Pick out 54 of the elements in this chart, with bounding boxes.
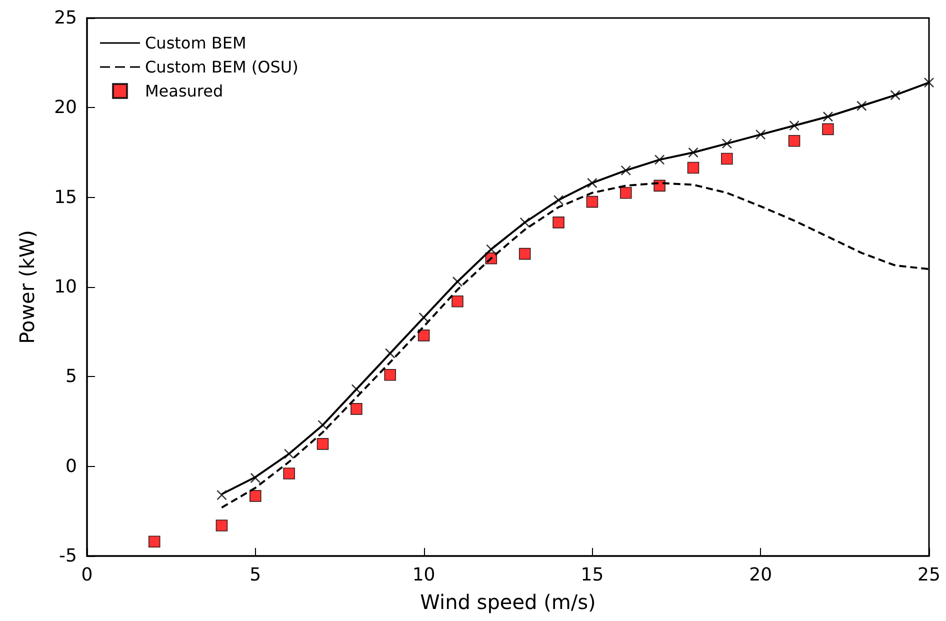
- point: [283, 468, 295, 480]
- point: [216, 520, 228, 532]
- point: [822, 123, 834, 136]
- point: [518, 248, 531, 260]
- point: [788, 134, 800, 147]
- point: [620, 186, 632, 199]
- point: [620, 165, 632, 176]
- point: [384, 348, 396, 359]
- point: [216, 490, 227, 500]
- y-tick-label: 15: [54, 186, 77, 208]
- y-tick-label: 10: [54, 276, 77, 298]
- point: [688, 147, 698, 158]
- x-tick-label: 5: [250, 564, 262, 586]
- point: [789, 120, 800, 131]
- x-tick-label: 25: [918, 564, 940, 586]
- legend-label: Custom BEM (OSU): [145, 58, 298, 76]
- point: [587, 178, 598, 188]
- point: [250, 472, 261, 484]
- point: [418, 312, 429, 323]
- point: [553, 194, 564, 206]
- point: [687, 162, 700, 174]
- legend-label: Custom BEM: [145, 34, 246, 52]
- point: [284, 448, 294, 459]
- point: [722, 138, 732, 149]
- point: [316, 438, 329, 450]
- y-tick-label: 25: [54, 8, 77, 28]
- point: [856, 100, 867, 112]
- point: [520, 217, 530, 228]
- y-axis-title: Power (kW): [15, 230, 39, 344]
- point: [418, 330, 430, 342]
- point: [250, 490, 262, 502]
- point: [318, 420, 328, 430]
- point: [755, 129, 766, 140]
- y-tick-label: 20: [54, 97, 77, 118]
- x-tick-label: 20: [749, 564, 772, 586]
- point: [586, 196, 598, 208]
- point: [552, 216, 564, 228]
- x-tick-label: 10: [412, 564, 436, 586]
- point: [890, 90, 900, 100]
- point: [924, 77, 934, 88]
- point: [384, 368, 396, 381]
- y-tick-label: 0: [66, 456, 77, 477]
- y-tick-label: -5: [59, 546, 77, 566]
- point: [350, 403, 362, 415]
- point: [721, 152, 733, 165]
- point: [822, 111, 834, 122]
- x-tick-label: 0: [81, 564, 93, 586]
- point: [452, 295, 464, 308]
- point: [654, 154, 665, 165]
- x-axis-title: Wind speed (m/s): [420, 590, 596, 614]
- x-tick-label: 15: [580, 564, 604, 586]
- point: [148, 536, 160, 548]
- legend-label: Measured: [145, 82, 224, 100]
- y-tick-label: 5: [66, 366, 77, 388]
